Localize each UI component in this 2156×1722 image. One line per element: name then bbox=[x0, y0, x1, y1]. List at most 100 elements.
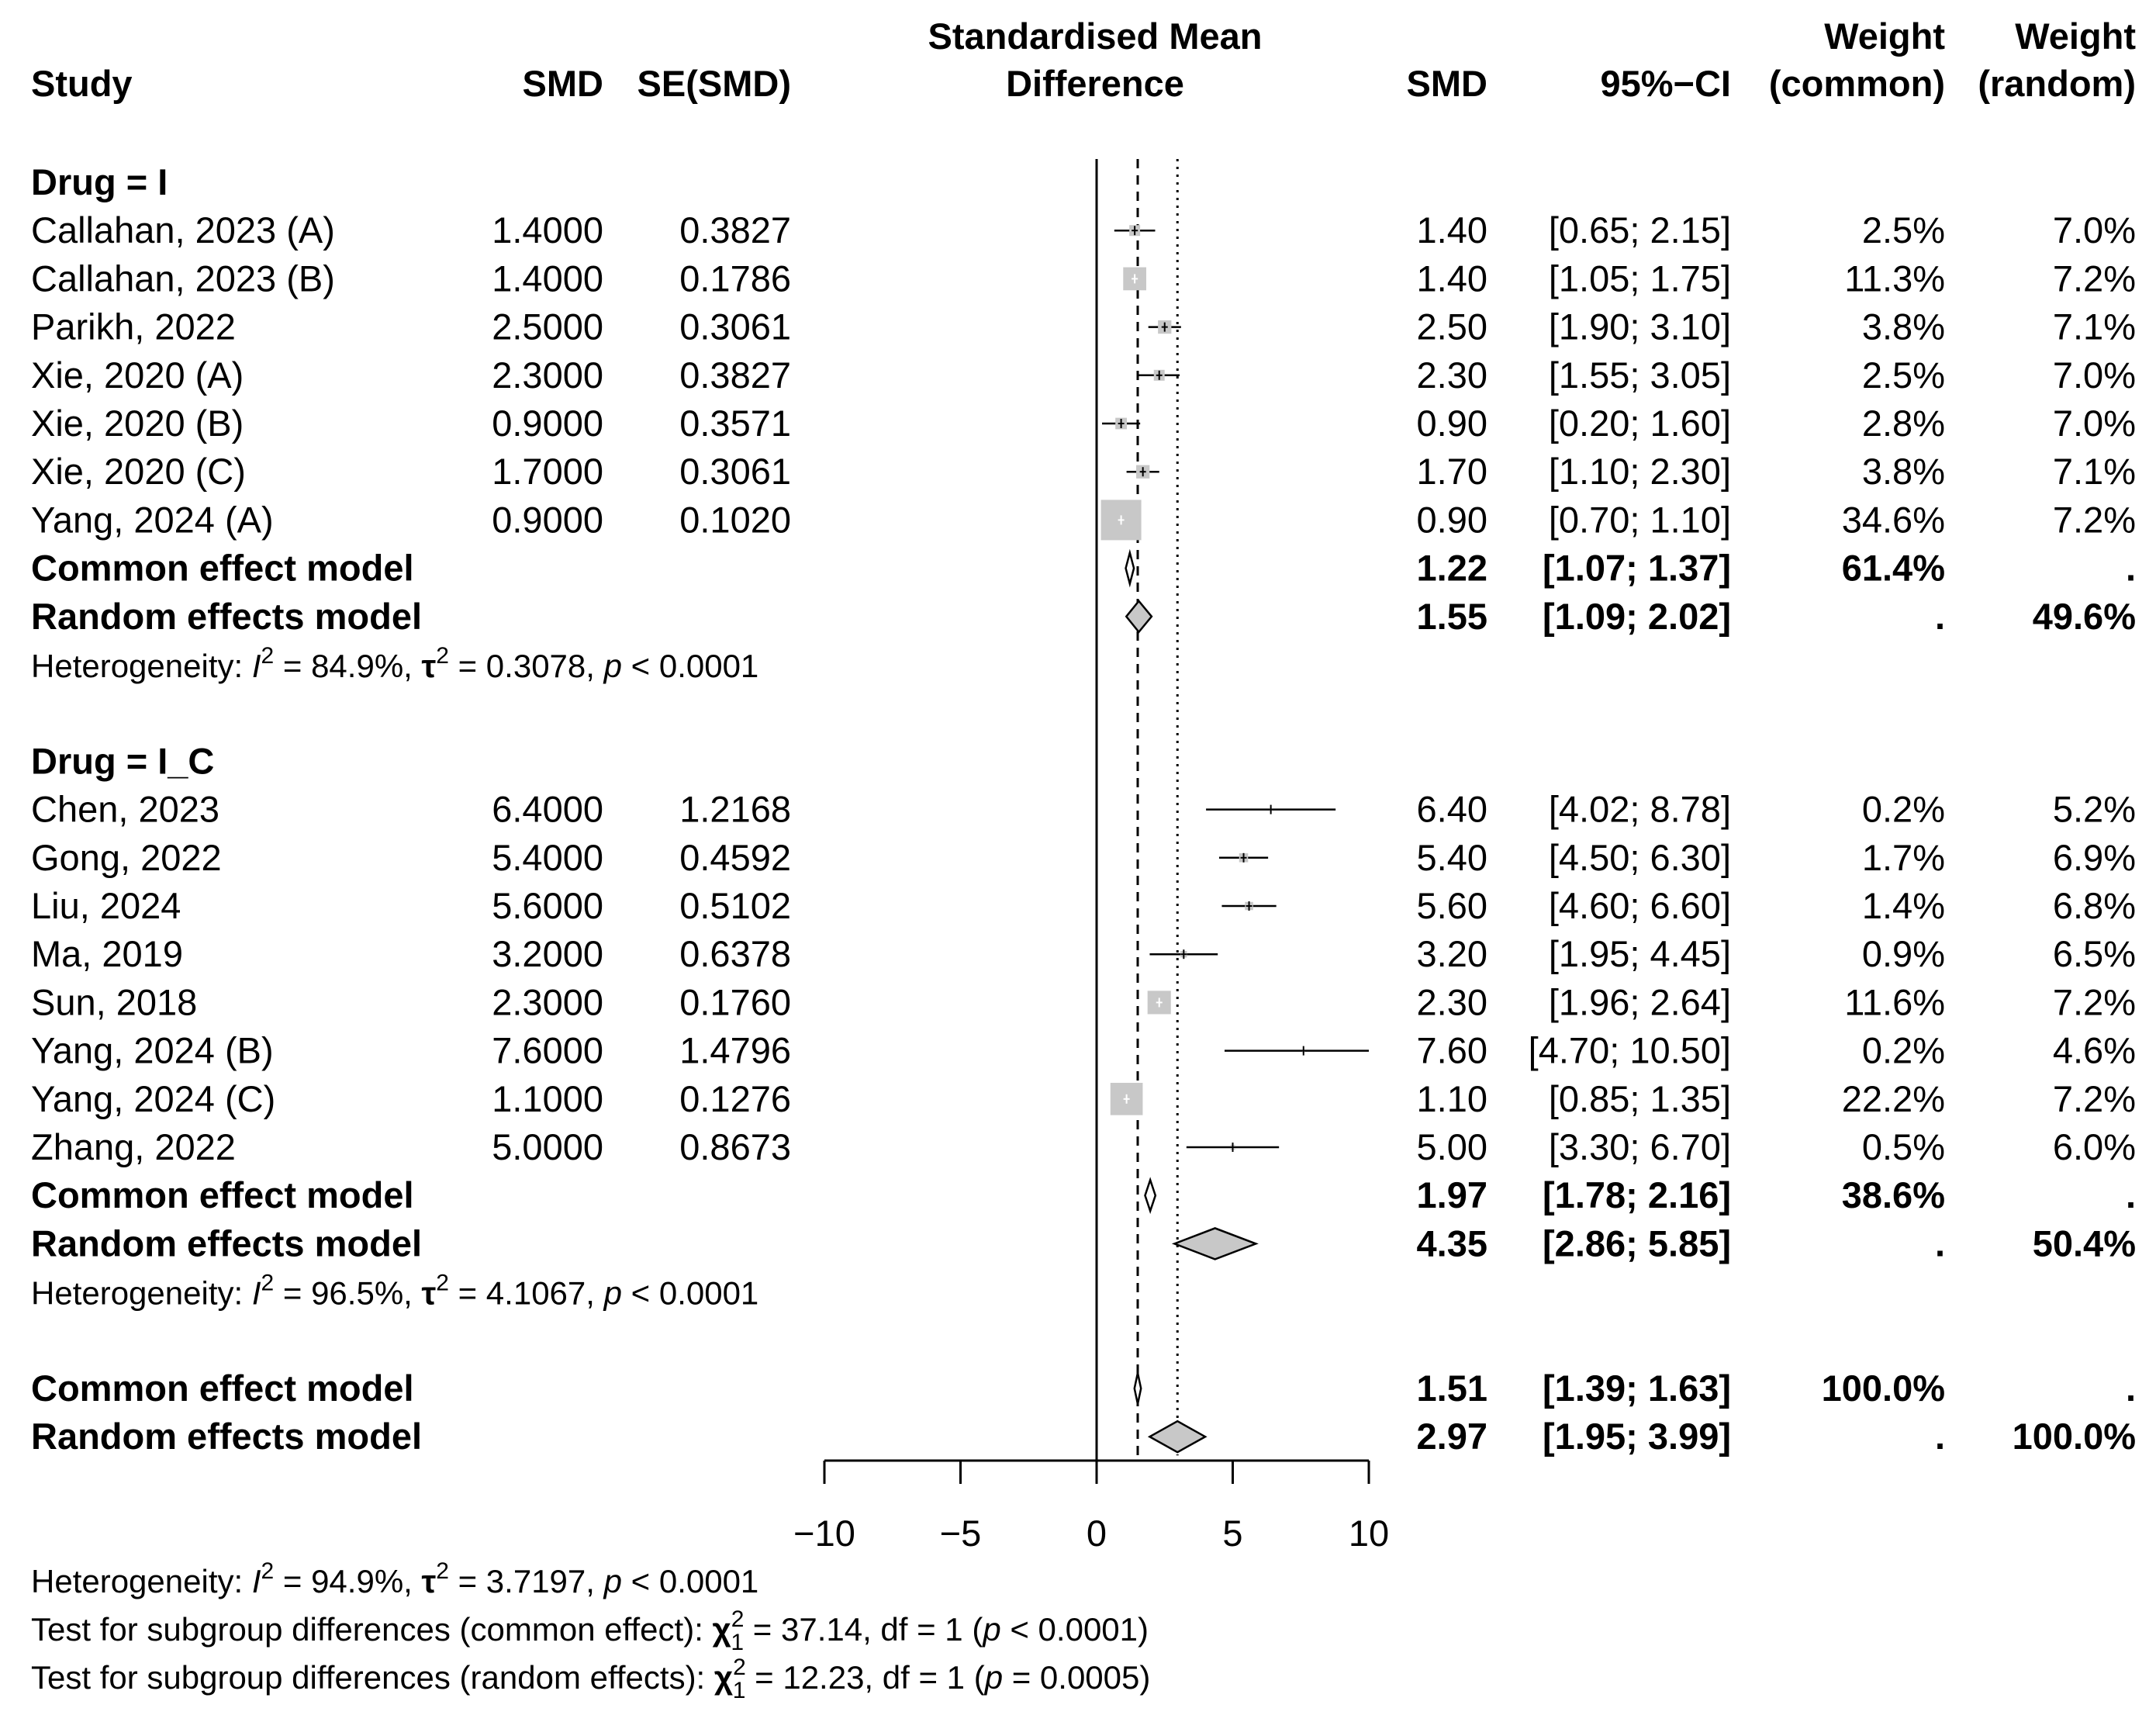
subgroup-random-effects-smd-estimate: 1.55 bbox=[1417, 596, 1487, 637]
subgroup-common-effect-diamond bbox=[1125, 548, 1135, 588]
study-smd-estimate: 1.70 bbox=[1417, 451, 1487, 492]
study-name: Parikh, 2022 bbox=[31, 306, 236, 348]
study-smd-estimate: 5.40 bbox=[1417, 837, 1487, 878]
study-smd-estimate: 6.40 bbox=[1417, 789, 1487, 830]
het-tau-sup: 2 bbox=[436, 1558, 449, 1584]
x-axis-tick-label: −5 bbox=[940, 1513, 982, 1554]
subgroup-common-effect-weight-common: 61.4% bbox=[1842, 548, 1945, 589]
het-i-sup: 2 bbox=[261, 1558, 275, 1584]
subgroup-common-effect-label: Common effect model bbox=[31, 1174, 414, 1215]
study-ci: [1.95; 4.45] bbox=[1549, 933, 1731, 974]
study-smd: 1.1000 bbox=[492, 1078, 603, 1119]
test-prefix: Test for subgroup differences (common ef… bbox=[31, 1611, 713, 1648]
study-weight-random: 4.6% bbox=[2053, 1030, 2136, 1071]
study-smd: 0.9000 bbox=[492, 403, 603, 444]
het-tau: τ bbox=[422, 1275, 437, 1312]
study-weight-common: 2.5% bbox=[1862, 209, 1945, 251]
x-axis-tick-label: 10 bbox=[1349, 1513, 1389, 1554]
header-smd-right: SMD bbox=[1407, 63, 1487, 104]
subgroup-random-effects-weight-random: 49.6% bbox=[2033, 596, 2136, 637]
test-p: p bbox=[981, 1611, 1000, 1648]
study-weight-common: 0.2% bbox=[1862, 789, 1945, 830]
study-name: Chen, 2023 bbox=[31, 789, 219, 830]
study-se: 1.4796 bbox=[679, 1030, 791, 1071]
study-smd-estimate: 5.60 bbox=[1417, 885, 1487, 926]
study-weight-common: 2.5% bbox=[1862, 354, 1945, 396]
het-tau: τ bbox=[422, 1563, 437, 1599]
test-subgroup-common: Test for subgroup differences (common ef… bbox=[31, 1606, 1149, 1655]
subgroup-common-effect-weight-random: . bbox=[2126, 1174, 2136, 1215]
subgroup-label: Drug = I bbox=[31, 161, 168, 202]
study-weight-common: 3.8% bbox=[1862, 451, 1945, 492]
het-i2-value: = 84.9%, bbox=[274, 648, 421, 684]
study-smd-estimate: 3.20 bbox=[1417, 933, 1487, 974]
test-p: p bbox=[983, 1659, 1003, 1696]
study-smd-estimate: 2.30 bbox=[1417, 354, 1487, 396]
study-se: 0.3571 bbox=[679, 403, 791, 444]
study-name: Gong, 2022 bbox=[31, 837, 222, 878]
study-se: 0.1760 bbox=[679, 981, 791, 1022]
study-se: 0.3061 bbox=[679, 306, 791, 348]
study-name: Yang, 2024 (C) bbox=[31, 1078, 275, 1119]
study-se: 0.3827 bbox=[679, 354, 791, 396]
het-p-value: < 0.0001 bbox=[622, 648, 758, 684]
study-se: 0.5102 bbox=[679, 885, 791, 926]
study-ci: [0.70; 1.10] bbox=[1549, 499, 1731, 540]
subgroup-common-effect-ci: [1.78; 2.16] bbox=[1543, 1174, 1731, 1215]
study-weight-random: 7.2% bbox=[2053, 258, 2136, 299]
study-weight-random: 5.2% bbox=[2053, 789, 2136, 830]
study-se: 0.6378 bbox=[679, 933, 791, 974]
overall-common-effect-label: Common effect model bbox=[31, 1368, 414, 1409]
study-weight-common: 2.8% bbox=[1862, 403, 1945, 444]
header-se: SE(SMD) bbox=[637, 63, 791, 104]
study-weight-random: 7.0% bbox=[2053, 403, 2136, 444]
study-smd-estimate: 5.00 bbox=[1417, 1126, 1487, 1167]
study-weight-random: 6.8% bbox=[2053, 885, 2136, 926]
subgroup-random-effects-diamond bbox=[1171, 1227, 1259, 1260]
subgroup-heterogeneity: Heterogeneity: I2 = 84.9%, τ2 = 0.3078, … bbox=[31, 643, 758, 684]
test-chi-sub: 1 bbox=[733, 1678, 746, 1703]
header-smd: SMD bbox=[523, 63, 603, 104]
overall-random-effects-label: Random effects model bbox=[31, 1416, 422, 1457]
study-ci: [1.55; 3.05] bbox=[1549, 354, 1731, 396]
overall-random-effects-weight-random: 100.0% bbox=[2013, 1416, 2136, 1457]
test-value: = 37.14, df = 1 ( bbox=[744, 1611, 983, 1648]
study-weight-common: 0.2% bbox=[1862, 1030, 1945, 1071]
study-weight-random: 6.9% bbox=[2053, 837, 2136, 878]
header-weight-random-2: (random) bbox=[1978, 63, 2136, 104]
study-name: Callahan, 2023 (A) bbox=[31, 209, 335, 251]
het-prefix: Heterogeneity: bbox=[31, 1275, 252, 1312]
study-smd: 1.4000 bbox=[492, 258, 603, 299]
study-smd: 0.9000 bbox=[492, 499, 603, 540]
header-plot-title-2: Difference bbox=[1006, 63, 1184, 104]
overall-random-effects-weight-common: . bbox=[1935, 1416, 1945, 1457]
study-smd: 3.2000 bbox=[492, 933, 603, 974]
het-p-value: < 0.0001 bbox=[622, 1275, 758, 1312]
subgroup-common-effect-smd-estimate: 1.22 bbox=[1417, 548, 1487, 589]
header-study: Study bbox=[31, 63, 133, 104]
study-smd: 1.4000 bbox=[492, 209, 603, 251]
study-name: Callahan, 2023 (B) bbox=[31, 258, 335, 299]
subgroup-common-effect-smd-estimate: 1.97 bbox=[1417, 1174, 1487, 1215]
study-se: 0.1020 bbox=[679, 499, 791, 540]
het-prefix: Heterogeneity: bbox=[31, 1563, 252, 1599]
overall-common-effect-smd-estimate: 1.51 bbox=[1417, 1368, 1487, 1409]
study-smd: 1.7000 bbox=[492, 451, 603, 492]
study-weight-common: 11.3% bbox=[1844, 258, 1945, 299]
study-weight-common: 1.4% bbox=[1862, 885, 1945, 926]
study-se: 0.4592 bbox=[679, 837, 791, 878]
het-p-value: < 0.0001 bbox=[622, 1563, 758, 1599]
subgroup-random-effects-weight-common: . bbox=[1935, 1222, 1945, 1264]
study-smd-estimate: 0.90 bbox=[1417, 499, 1487, 540]
het-prefix: Heterogeneity: bbox=[31, 648, 252, 684]
study-weight-common: 22.2% bbox=[1842, 1078, 1945, 1119]
subgroup-common-effect-diamond bbox=[1144, 1177, 1157, 1215]
study-ci: [1.10; 2.30] bbox=[1549, 451, 1731, 492]
study-ci: [4.70; 10.50] bbox=[1529, 1030, 1731, 1071]
study-name: Xie, 2020 (C) bbox=[31, 451, 246, 492]
subgroup-random-effects-weight-random: 50.4% bbox=[2033, 1222, 2136, 1264]
overall-random-effects-ci: [1.95; 3.99] bbox=[1543, 1416, 1731, 1457]
study-weight-common: 1.7% bbox=[1862, 837, 1945, 878]
study-smd-estimate: 1.40 bbox=[1417, 209, 1487, 251]
